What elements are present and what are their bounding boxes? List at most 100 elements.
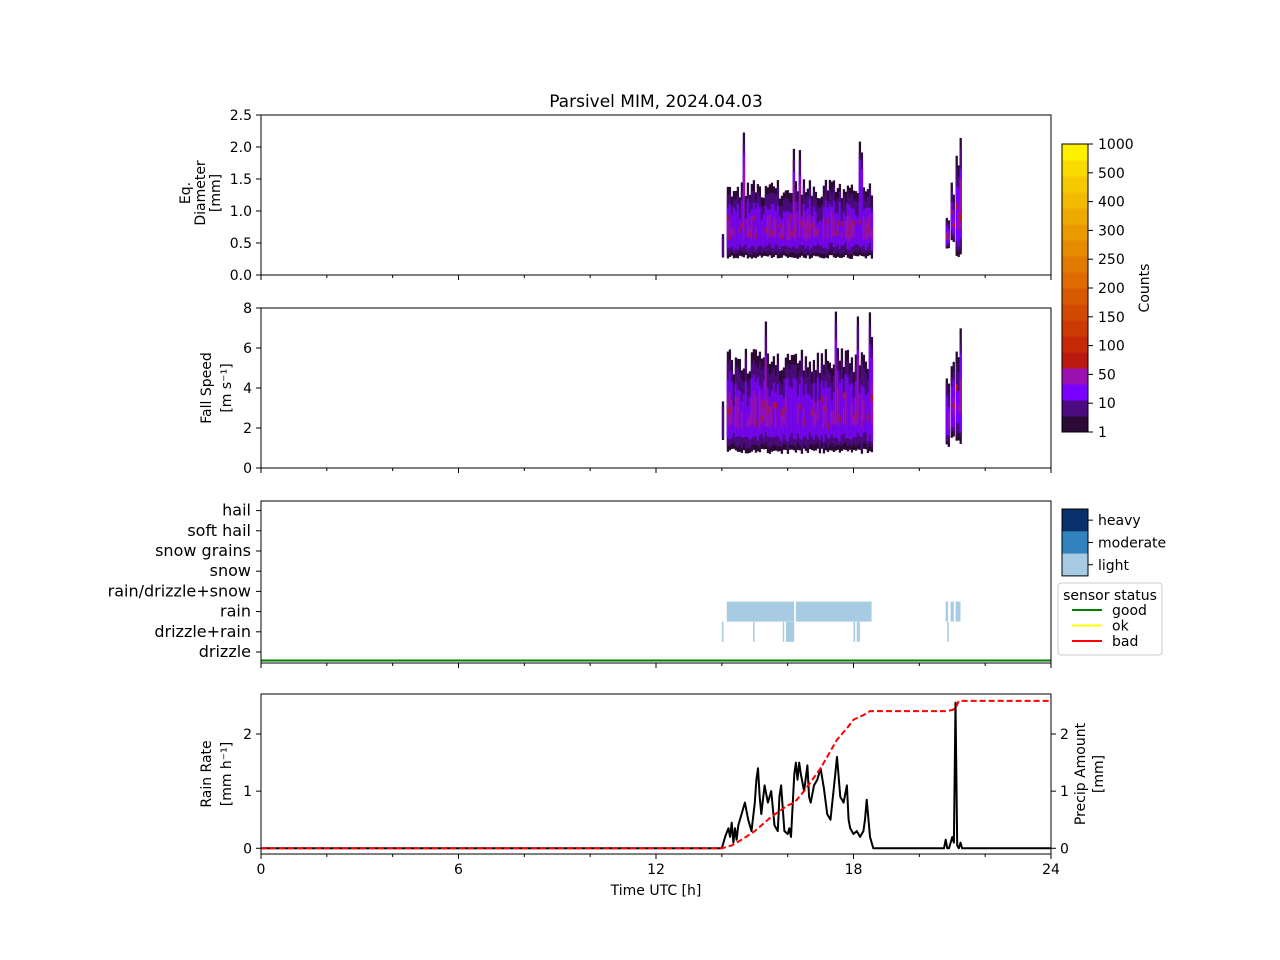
intensity-legend: heavy moderate light [1061,508,1166,577]
colorbar-block [1062,240,1088,257]
colorbar-tick-label: 10 [1098,396,1116,412]
heatmap-cell [856,216,860,245]
colorbar-block [1062,224,1088,241]
heatmap-cell [812,217,816,238]
precip-amount-line [261,699,1051,850]
heatmap-cell [744,381,748,438]
heatmap-cell [826,223,830,239]
heatmap-cell [764,358,768,427]
x-tick-label: 0 [257,862,266,878]
category-label: drizzle [199,642,251,661]
heatmap-cell [812,399,816,427]
colorbar-block [1062,208,1088,225]
colorbar-label: Counts [1137,264,1153,313]
heatmap-cell [784,211,788,246]
colorbar-block [1062,368,1088,385]
heatmap-cell [830,410,834,426]
heatmap-cell [870,382,874,425]
heatmap-cell [834,230,838,236]
heatmap-cell [840,221,844,227]
heatmap-cell [778,232,782,239]
heatmap-cell [760,416,764,423]
colorbar-ticks: 1 10 50 100 150 200 250 300 400 500 1000 [1088,137,1134,441]
heatmap-cell [856,359,860,424]
precip-ylabel-line1: Precip Amount [1073,722,1089,825]
drizzle-rain-light-bar [782,621,785,642]
intensity-label: moderate [1098,535,1166,551]
heatmap-cell [866,226,870,232]
diameter-y-label: Eq. Diameter [mm] [178,160,224,226]
colorbar-block [1062,400,1088,417]
heatmap-cell [866,414,870,421]
heatmap-cell [740,222,744,228]
colorbar-tick-label: 500 [1098,166,1125,182]
heatmap-cell [816,229,820,238]
intensity-swatch [1062,553,1088,577]
heatmap-cell [959,214,962,221]
heatmap-cell [738,227,742,233]
heatmap-cell [955,202,958,210]
heatmap-cell [810,398,814,437]
heatmap-cell [782,222,786,238]
y-tick-label-right: 0 [1060,841,1069,857]
heatmap-cell [824,200,828,248]
heatmap-cell [788,215,792,221]
category-label: snow grains [155,541,251,560]
rain-lines [261,699,1051,850]
heatmap-cell [732,406,736,433]
y-tick-label: 1.5 [230,172,252,188]
fallspeed-heatmap [721,311,962,454]
heatmap-cell [854,214,858,245]
heatmap-cell [726,219,730,239]
rain-rate-line [261,701,1051,850]
heatmap-cell [804,220,808,242]
heatmap-cell [804,384,808,437]
heatmap-cell [790,231,794,237]
diameter-ylabel-line3: [mm] [208,174,224,212]
heatmap-cell [774,219,778,237]
heatmap-cell [768,406,772,429]
heatmap-cell [816,399,820,421]
heatmap-cell [945,235,948,238]
heatmap-cell [784,396,788,427]
precip-amount-y-ticks: 0 1 2 [1051,727,1069,857]
y-tick-label: 6 [243,341,252,357]
heatmap-cell [726,215,730,220]
heatmap-cell [734,395,738,428]
heatmap-cell [772,383,776,438]
heatmap-cell [742,394,746,438]
heatmap-cell [820,380,824,436]
heatmap-cell [772,217,776,239]
chart-title: Parsivel MIM, 2024.04.03 [549,92,763,112]
heatmap-cell [764,205,768,247]
colorbar-block [1062,320,1088,337]
heatmap-cell [842,212,846,246]
heatmap-cell [758,206,762,246]
heatmap-cell [766,407,770,414]
rain-ylabel-line2: [mm h⁻¹] [219,742,235,807]
heatmap-cell [794,379,798,440]
heatmap-cell [726,408,730,415]
heatmap-cell [959,378,962,414]
heatmap-cell [794,213,798,239]
heatmap-cell [955,186,958,241]
rain-light-bar [955,601,961,622]
colorbar-tick-label: 1000 [1098,137,1134,153]
heatmap-cell [728,235,732,241]
heatmap-cell [760,219,764,247]
heatmap-cell [736,203,740,250]
heatmap-cell [836,221,840,226]
heatmap-cell [802,407,806,427]
heatmap-cell [762,400,766,408]
colorbar-block [1062,304,1088,321]
heatmap-cell [806,227,810,233]
heatmap-cell [762,233,766,235]
heatmap-cell [796,211,800,249]
drizzle-rain-light-bar [856,621,859,642]
fallspeed-x-ticks [260,468,1052,473]
heatmap-cell [846,231,850,237]
category-label: soft hail [187,521,251,540]
heatmap-cell [868,213,872,237]
heatmap-cell [756,377,760,441]
